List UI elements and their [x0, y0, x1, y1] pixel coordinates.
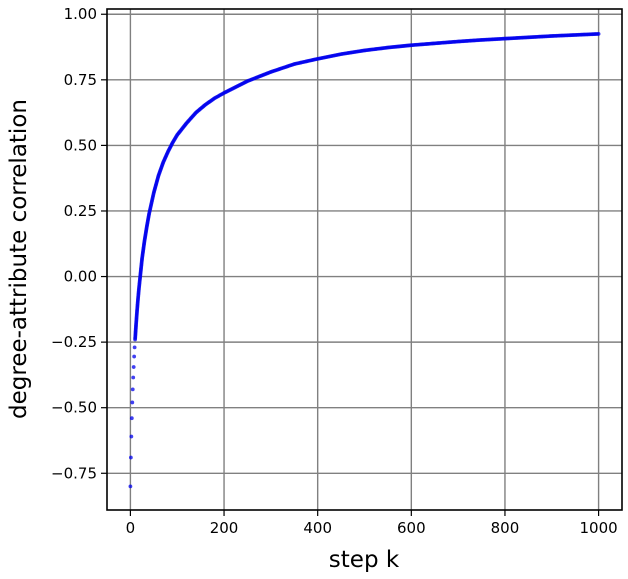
data-point: [129, 416, 134, 421]
x-axis-label: step k: [329, 547, 400, 573]
x-tick-label: 800: [491, 519, 520, 537]
y-tick-label: 1.00: [64, 5, 97, 23]
data-point: [129, 434, 134, 439]
data-point: [131, 365, 136, 369]
y-tick-label: 0.25: [64, 202, 97, 220]
x-tick-label: 200: [210, 519, 239, 537]
plot-frame: [106, 8, 623, 511]
x-tick-label: 400: [303, 519, 332, 537]
y-tick-label: 0.00: [64, 268, 97, 286]
y-axis: −0.75 −0.50 −0.25 0.00 0.25 0.50 0.75 1.00: [51, 5, 107, 482]
data-point: [130, 400, 135, 405]
data-point: [132, 345, 137, 350]
data-point: [596, 32, 601, 36]
y-tick-label: −0.75: [51, 464, 97, 482]
y-tick-label: −0.50: [51, 399, 97, 417]
data-point: [130, 387, 135, 392]
y-tick-label: −0.25: [51, 333, 97, 351]
y-axis-label: degree-attribute correlation: [6, 99, 32, 419]
x-axis: 0 200 400 600 800 1000: [126, 510, 618, 537]
x-tick-label: 600: [397, 519, 426, 537]
grid: [107, 9, 622, 510]
data-point: [132, 354, 137, 359]
data-point: [131, 375, 136, 380]
data-point: [128, 455, 133, 460]
data-points: [128, 32, 601, 489]
x-tick-label: 1000: [579, 519, 617, 537]
data-point: [128, 484, 133, 489]
y-tick-label: 0.75: [64, 71, 97, 89]
x-tick-label: 0: [126, 519, 136, 537]
y-tick-label: 0.50: [64, 136, 97, 154]
